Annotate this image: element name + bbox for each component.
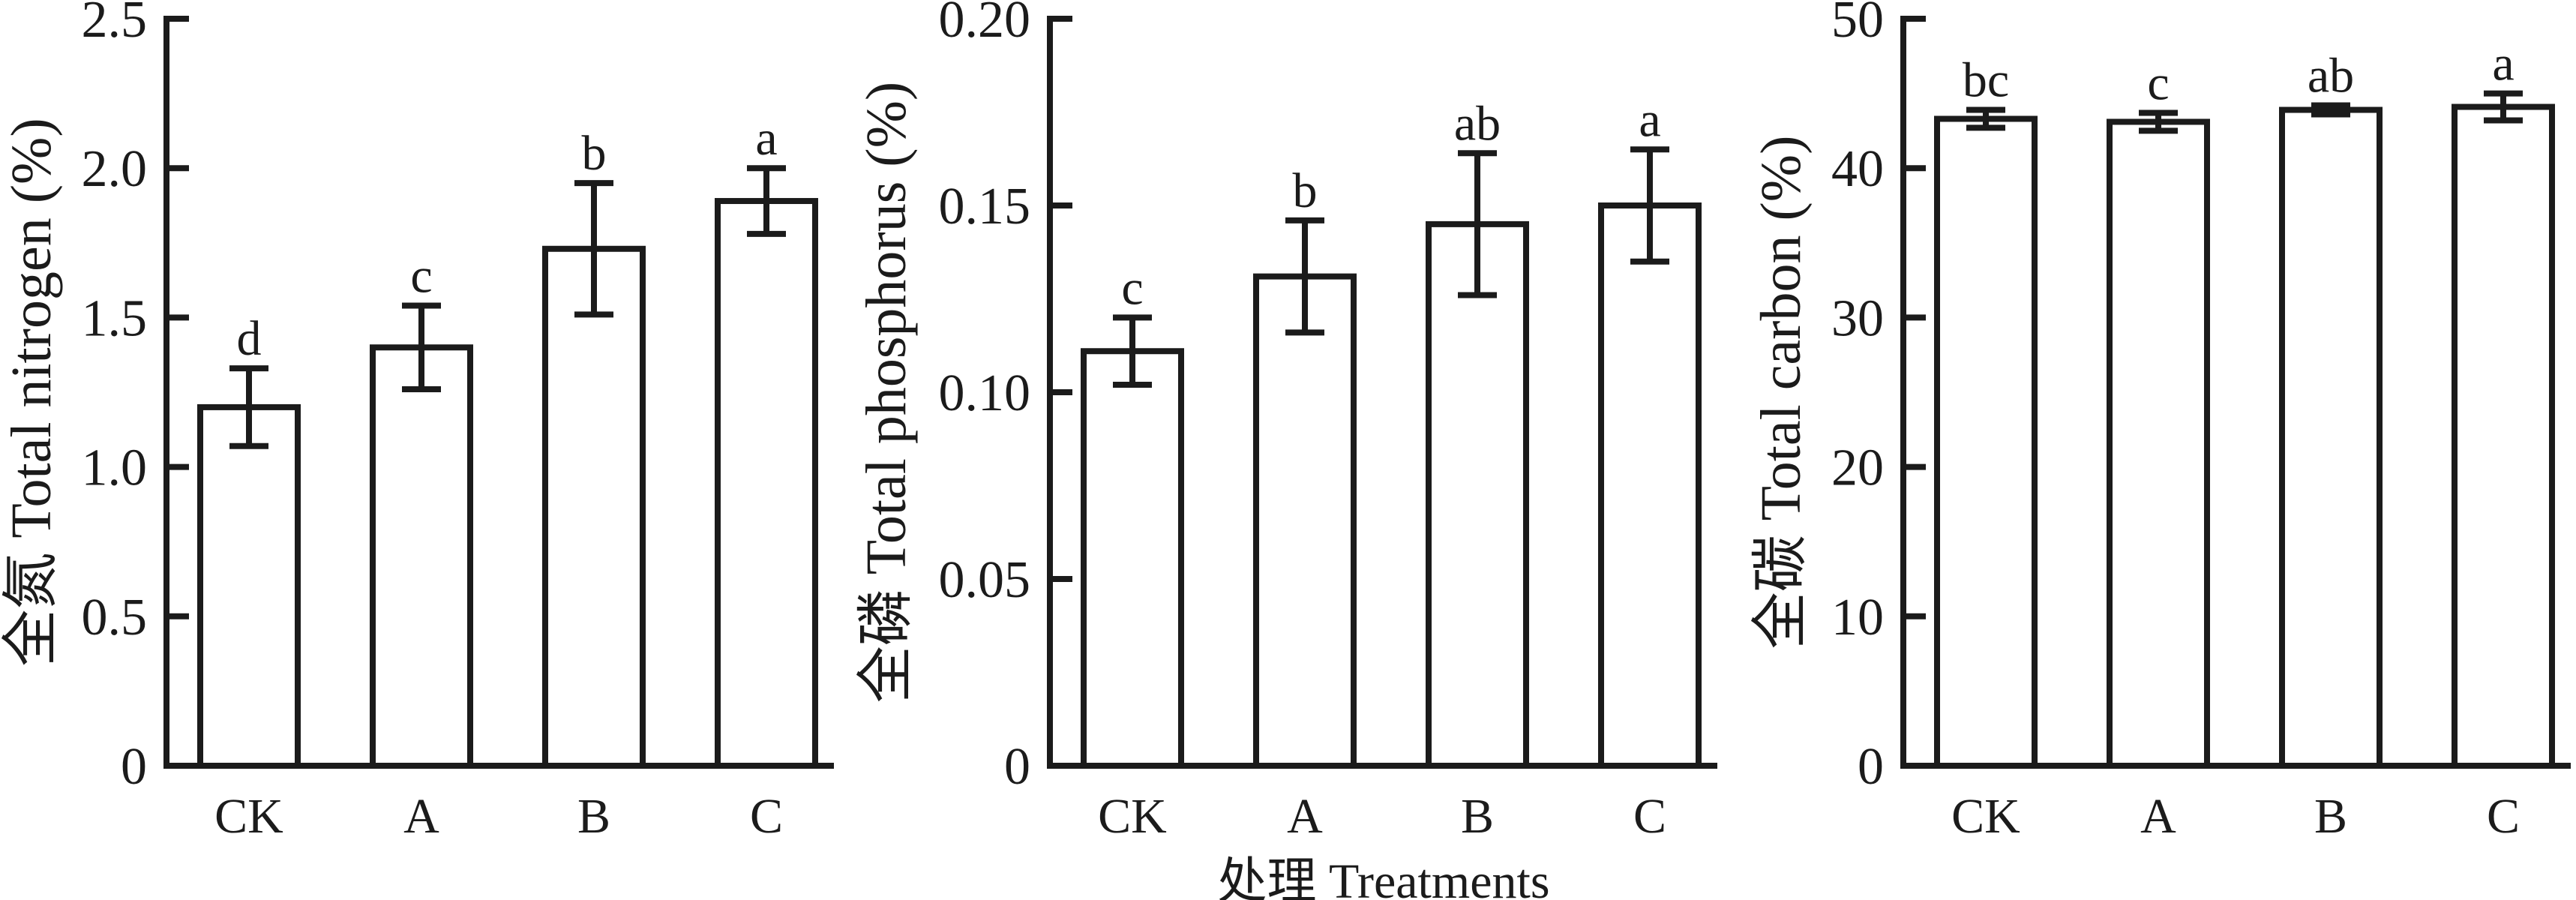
bar-B xyxy=(542,245,646,769)
y-tick-label: 30 xyxy=(1831,290,1884,347)
category-label-C: C xyxy=(2487,789,2520,844)
y-tick-label: 2.5 xyxy=(82,0,148,49)
y-tick-label: 20 xyxy=(1831,440,1884,497)
total-phosphorus-chart: 0 0.05 0.10 0.15 0.20 c CK b Aab Ba C 全磷 Total phos… xyxy=(855,0,1717,900)
category-label-C: C xyxy=(1633,789,1666,844)
bar-C xyxy=(715,198,818,769)
category-label-B: B xyxy=(1461,789,1494,844)
y-tick-label: 0.10 xyxy=(939,364,1031,422)
bar-A xyxy=(1253,273,1357,769)
sig-letter-B: ab xyxy=(1454,96,1501,151)
bar-CK xyxy=(197,404,301,769)
total-nitrogen-chart: 0 0.5 1.0 1.5 2.0 2.5 d CK c Ab Ba C 全氮 Total nitrog… xyxy=(0,0,834,844)
y-tick-label: 40 xyxy=(1831,140,1884,198)
bar-A xyxy=(2107,118,2210,769)
y-tick-label: 0 xyxy=(1858,738,1884,796)
bar-C xyxy=(2452,104,2555,769)
bar-CK xyxy=(1081,348,1184,770)
sig-letter-CK: c xyxy=(1121,260,1143,315)
y-tick-label: 0.15 xyxy=(939,178,1031,236)
y-tick-label: 1.0 xyxy=(82,440,148,497)
category-label-A: A xyxy=(403,789,439,844)
x-axis-title: 处理 Treatments xyxy=(1217,854,1549,900)
bar-B xyxy=(2279,106,2383,769)
total-carbon-chart: 0 10 20 30 40 50 bc CK c Aab Ba C 全碳 Total carbon (%… xyxy=(1750,0,2571,844)
sig-letter-C: a xyxy=(755,111,777,166)
y-tick-label: 0.05 xyxy=(939,551,1031,609)
category-label-B: B xyxy=(2314,789,2347,844)
y-tick-label: 50 xyxy=(1831,0,1884,49)
bar-C xyxy=(1598,202,1702,769)
sig-letter-A: b xyxy=(1293,164,1318,218)
y-tick-label: 0.5 xyxy=(82,589,148,646)
sig-letter-CK: d xyxy=(237,311,262,366)
y-tick-label: 1.5 xyxy=(82,290,148,347)
category-label-CK: CK xyxy=(1951,789,2020,844)
y-tick-label: 10 xyxy=(1831,589,1884,646)
category-label-A: A xyxy=(1287,789,1323,844)
sig-letter-A: c xyxy=(2147,56,2169,110)
y-tick-label: 2.0 xyxy=(82,140,148,198)
category-label-B: B xyxy=(577,789,610,844)
category-label-CK: CK xyxy=(1098,789,1167,844)
bar-B xyxy=(1426,220,1529,769)
sig-letter-B: ab xyxy=(2308,49,2354,104)
sig-letter-CK: bc xyxy=(1963,53,2009,108)
sig-letter-A: c xyxy=(410,248,432,303)
y-tick-label: 0 xyxy=(121,738,147,796)
y-axis-title: 全磷 Total phosphorus (%) xyxy=(855,82,918,703)
y-tick-label: 0 xyxy=(1004,738,1030,796)
category-label-A: A xyxy=(2140,789,2176,844)
y-axis-title: 全碳 Total carbon (%) xyxy=(1750,136,1813,650)
bar-CK xyxy=(1934,116,2038,770)
sig-letter-C: a xyxy=(2492,37,2514,92)
sig-letter-B: b xyxy=(582,126,607,181)
sig-letter-C: a xyxy=(1639,92,1660,147)
category-label-C: C xyxy=(750,789,783,844)
category-label-CK: CK xyxy=(214,789,283,844)
bar-A xyxy=(370,344,473,769)
y-axis-title: 全氮 Total nitrogen (%) xyxy=(0,118,63,666)
y-tick-label: 0.20 xyxy=(939,0,1031,49)
